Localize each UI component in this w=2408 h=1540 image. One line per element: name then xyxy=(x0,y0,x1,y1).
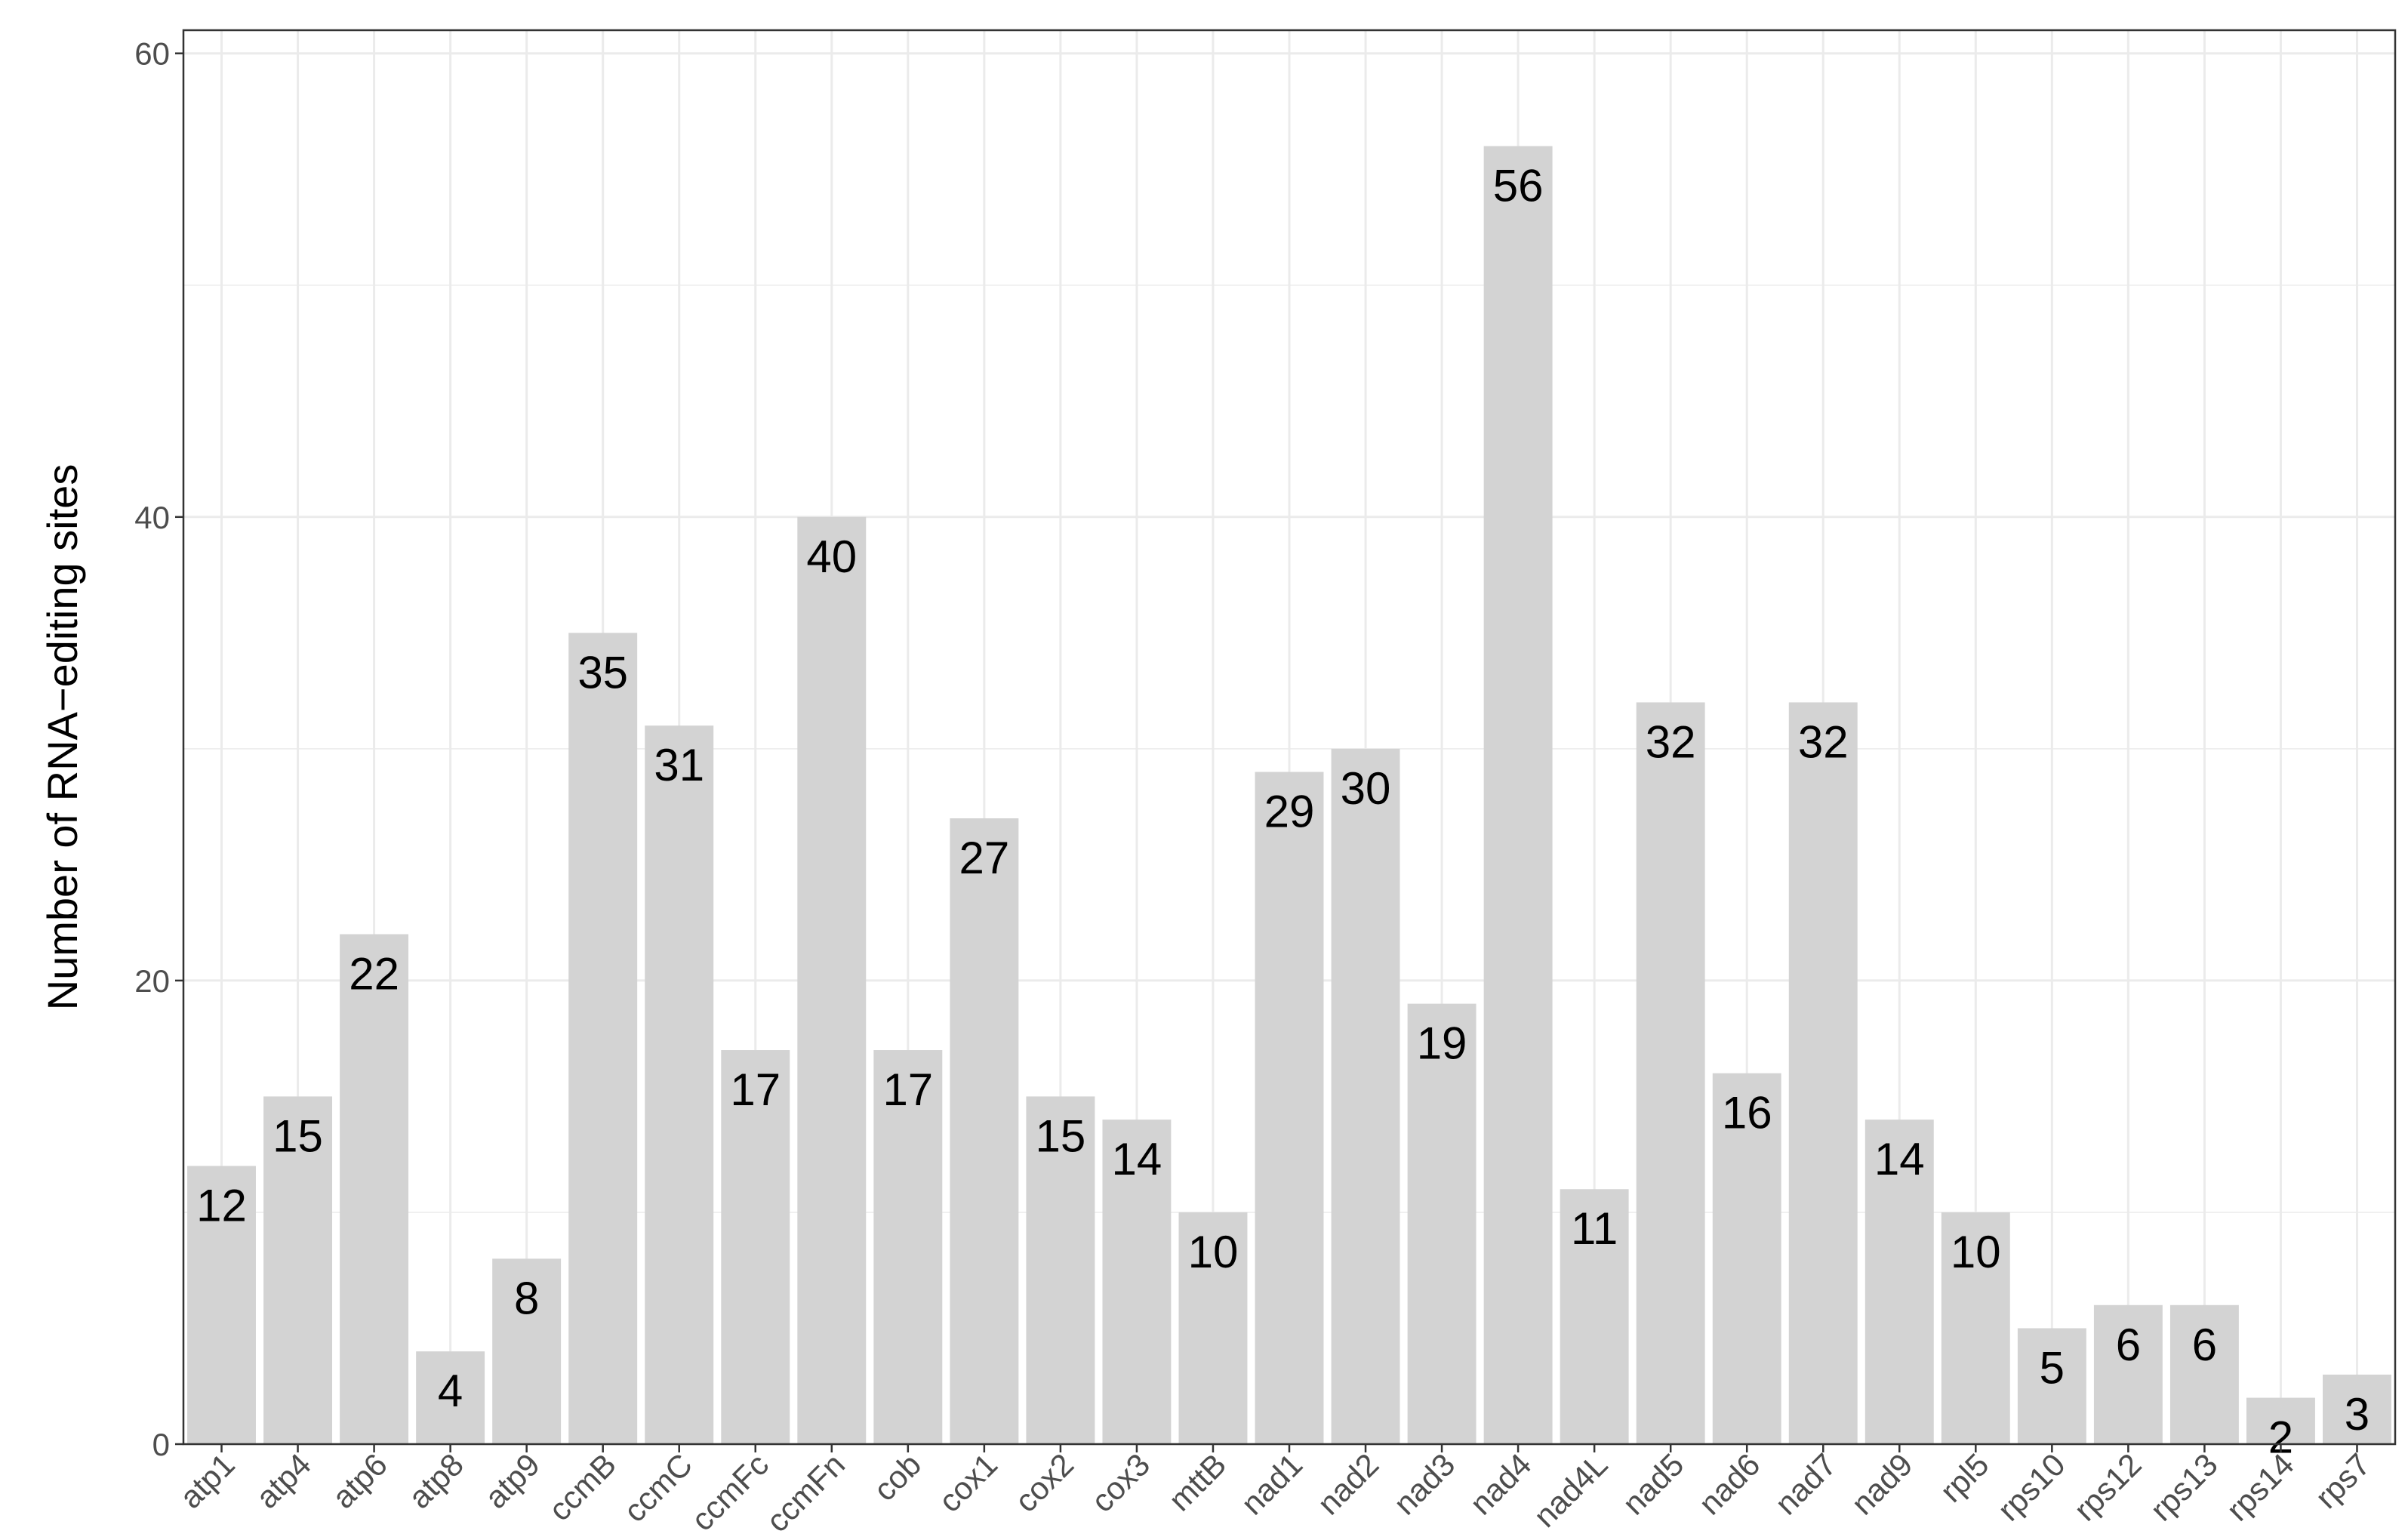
bar-value-label: 30 xyxy=(1341,763,1391,814)
bar-value-label: 31 xyxy=(654,740,704,790)
bar-nad4L xyxy=(1560,1189,1629,1444)
x-tick-label: nad7 xyxy=(1768,1446,1843,1521)
bar-rpl5 xyxy=(1941,1212,2010,1444)
bar-nad7 xyxy=(1788,702,1858,1444)
x-tick-label: rps7 xyxy=(2308,1446,2377,1515)
bar-value-label: 16 xyxy=(1722,1088,1772,1138)
y-axis-title: Number of RNA−editing sites xyxy=(38,464,86,1011)
bar-value-label: 4 xyxy=(438,1366,463,1416)
bar-atp6 xyxy=(340,934,409,1444)
bar-nad5 xyxy=(1636,702,1705,1444)
bar-value-label: 8 xyxy=(514,1273,539,1323)
x-tick-label: nad2 xyxy=(1310,1446,1385,1521)
bar-value-label: 2 xyxy=(2268,1412,2293,1463)
bar-value-label: 15 xyxy=(273,1110,323,1161)
bar-atp4 xyxy=(263,1096,333,1444)
y-tick-label: 0 xyxy=(152,1427,170,1462)
bar-cox3 xyxy=(1102,1120,1172,1444)
bars xyxy=(187,146,2391,1445)
bar-value-label: 10 xyxy=(1188,1227,1239,1277)
x-tick-label: cox1 xyxy=(931,1446,1004,1519)
bar-rps14 xyxy=(2246,1397,2315,1444)
bar-atp1 xyxy=(187,1166,256,1444)
bar-value-label: 17 xyxy=(882,1064,933,1115)
x-tick-label: rpl5 xyxy=(1933,1446,1996,1509)
bar-value-label: 11 xyxy=(1571,1203,1618,1254)
bar-value-label: 15 xyxy=(1036,1110,1086,1161)
bar-value-label: 12 xyxy=(196,1181,247,1231)
x-tick-label: atp8 xyxy=(402,1446,470,1515)
bar-value-label: 3 xyxy=(2345,1389,2370,1440)
x-tick-label: atp6 xyxy=(325,1446,394,1515)
bar-ccmFn xyxy=(797,516,867,1445)
x-tick-label: ccmC xyxy=(617,1446,699,1529)
bar-cox1 xyxy=(950,818,1019,1444)
bar-value-label: 29 xyxy=(1264,787,1315,837)
x-tick-label: ccmFc xyxy=(684,1446,775,1538)
bar-value-label: 14 xyxy=(1874,1134,1925,1184)
bar-nad9 xyxy=(1865,1120,1934,1444)
x-tick-label: nad6 xyxy=(1692,1446,1766,1521)
x-tick-label: atp9 xyxy=(478,1446,547,1515)
bar-value-label: 14 xyxy=(1112,1134,1162,1184)
x-tick-label: ccmFn xyxy=(759,1446,851,1538)
bar-nad4 xyxy=(1483,146,1553,1444)
x-tick-label: mttB xyxy=(1162,1446,1233,1517)
bar-value-label: 17 xyxy=(730,1064,781,1115)
bar-nad2 xyxy=(1331,748,1400,1444)
x-tick-label: rps12 xyxy=(2067,1446,2148,1528)
bar-cob xyxy=(873,1050,943,1444)
y-axis: 0 20 40 60 xyxy=(134,36,183,1462)
bar-ccmC xyxy=(645,725,714,1444)
bar-nad6 xyxy=(1712,1073,1781,1444)
bar-atp9 xyxy=(492,1258,562,1444)
bar-rps13 xyxy=(2169,1304,2239,1444)
x-tick-label: cox3 xyxy=(1084,1446,1156,1519)
x-tick-label: nad1 xyxy=(1234,1446,1309,1521)
bar-value-label: 19 xyxy=(1417,1018,1467,1069)
x-tick-label: nad3 xyxy=(1387,1446,1461,1521)
x-tick-label: nad4 xyxy=(1463,1446,1538,1521)
y-tick-label: 60 xyxy=(134,36,170,72)
bar-ccmB xyxy=(568,633,638,1444)
x-tick-label: atp1 xyxy=(173,1446,242,1515)
x-tick-label: nad4L xyxy=(1527,1446,1615,1534)
bar-value-label: 32 xyxy=(1798,716,1849,767)
y-tick-label: 40 xyxy=(134,500,170,535)
bar-rps7 xyxy=(2323,1374,2391,1444)
bar-mttB xyxy=(1178,1212,1248,1444)
bar-ccmFc xyxy=(721,1050,790,1444)
x-tick-label: cob xyxy=(867,1446,928,1508)
bar-nad1 xyxy=(1255,772,1324,1444)
x-tick-label: nad9 xyxy=(1844,1446,1919,1521)
bar-value-label: 6 xyxy=(2116,1320,2141,1370)
bar-atp8 xyxy=(416,1351,485,1444)
bar-value-label: 6 xyxy=(2192,1320,2217,1370)
bar-value-label: 27 xyxy=(959,833,1009,883)
x-tick-label: rps10 xyxy=(1991,1446,2072,1528)
x-tick-label: rps13 xyxy=(2143,1446,2225,1528)
x-tick-label: atp4 xyxy=(249,1446,318,1515)
x-tick-label: ccmB xyxy=(542,1446,623,1527)
bar-value-label: 5 xyxy=(2040,1342,2065,1393)
bar-rps12 xyxy=(2093,1304,2163,1444)
bar-value-label: 32 xyxy=(1646,716,1696,767)
bar-cox2 xyxy=(1026,1096,1095,1444)
x-tick-label: cox2 xyxy=(1008,1446,1080,1519)
y-tick-label: 20 xyxy=(134,963,170,999)
bar-value-label: 35 xyxy=(577,647,628,698)
bar-rps10 xyxy=(2017,1328,2086,1444)
bar-value-label: 40 xyxy=(806,531,857,582)
x-tick-label: nad5 xyxy=(1615,1446,1690,1521)
bar-nad3 xyxy=(1407,1003,1477,1444)
bar-value-label: 56 xyxy=(1493,161,1544,211)
bar-value-label: 10 xyxy=(1951,1227,2001,1277)
bar-value-label: 22 xyxy=(349,948,399,999)
